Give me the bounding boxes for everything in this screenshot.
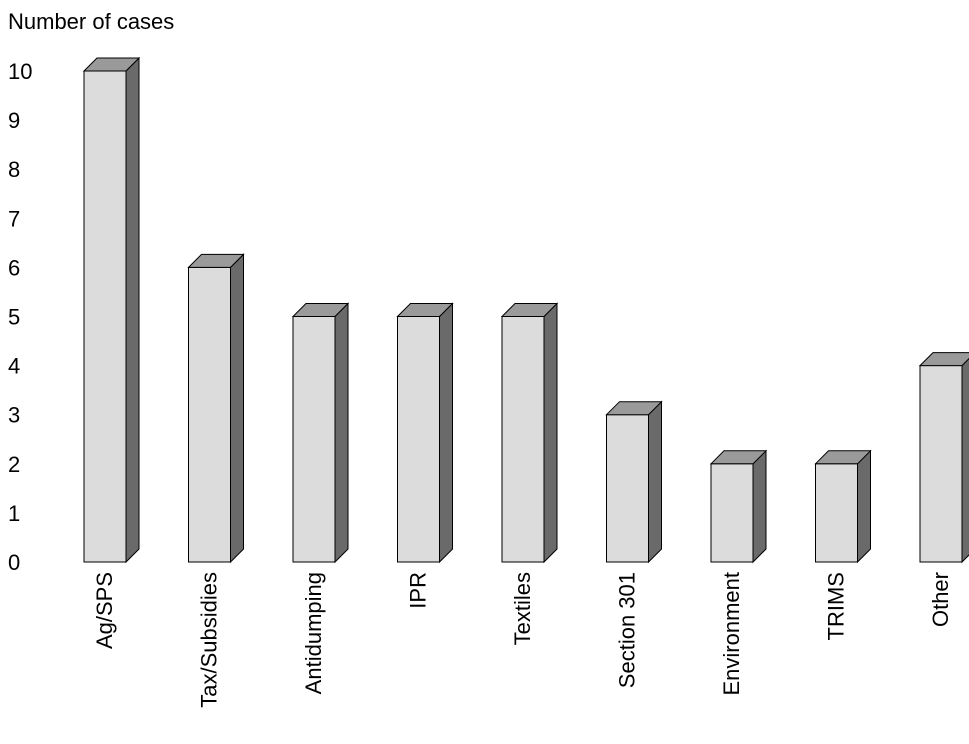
bar-face: [501, 316, 545, 563]
bar: [82, 56, 141, 564]
bar-side: [439, 302, 453, 564]
bar: [709, 449, 768, 564]
bar-top: [396, 303, 454, 317]
y-tick-label: 0: [8, 550, 20, 575]
bar-side: [125, 56, 140, 564]
x-axis-labels: Ag/SPS Tax/Subsidies Antidumping IPR Textile…: [92, 572, 953, 708]
bar-face: [710, 463, 754, 563]
bar: [814, 449, 872, 564]
bar: [918, 352, 969, 564]
bar-side: [648, 400, 662, 564]
x-tick-label: TRIMS: [824, 572, 849, 640]
y-tick-label: 3: [8, 403, 20, 428]
x-tick-label: Environment: [719, 572, 744, 696]
y-tick-label: 2: [8, 452, 20, 477]
x-tick-label: Other: [928, 572, 953, 627]
bar-face: [83, 70, 127, 563]
y-tick-label: 1: [8, 501, 20, 526]
bars: [82, 56, 969, 564]
bar-face: [397, 316, 440, 563]
bar-top: [82, 57, 141, 72]
bar: [500, 302, 559, 564]
y-tick-label: 8: [8, 157, 20, 182]
y-tick-label: 6: [8, 255, 20, 280]
x-tick-label: IPR: [406, 572, 431, 609]
y-axis-ticks: 0 1 2 3 4 5 6 7 8 9 10: [8, 59, 32, 575]
x-tick-label: Section 301: [615, 572, 640, 688]
bar-side: [752, 449, 767, 564]
bar-top: [814, 450, 872, 465]
bar-top: [918, 352, 969, 367]
x-tick-label: Tax/Subsidies: [197, 572, 222, 708]
bar-face: [188, 266, 231, 563]
y-tick-label: 9: [8, 108, 20, 133]
bar-side: [961, 357, 969, 564]
bar: [396, 302, 454, 564]
x-tick-label: Ag/SPS: [92, 572, 117, 649]
x-tick-label: Antidumping: [301, 572, 326, 694]
bar-face: [815, 463, 858, 563]
bar-top: [291, 303, 350, 317]
bar-top: [187, 253, 245, 268]
bar-face: [606, 414, 649, 563]
y-tick-label: 10: [8, 59, 32, 84]
x-tick-label: Textiles: [510, 572, 535, 645]
bar-side: [334, 302, 349, 564]
bar: [291, 302, 350, 564]
bar-face: [292, 316, 336, 563]
y-tick-label: 7: [8, 206, 20, 231]
y-tick-label: 5: [8, 305, 20, 330]
bar-side: [857, 449, 871, 564]
y-axis-label: Number of cases: [8, 9, 174, 34]
bar-side: [230, 253, 244, 564]
bar-top: [605, 401, 663, 416]
bar: [605, 400, 663, 564]
bar-top: [500, 303, 559, 317]
bar-top: [709, 450, 768, 465]
bar-side: [543, 302, 558, 564]
bar: [187, 253, 245, 564]
bar-face: [919, 365, 963, 563]
y-tick-label: 4: [8, 354, 20, 379]
